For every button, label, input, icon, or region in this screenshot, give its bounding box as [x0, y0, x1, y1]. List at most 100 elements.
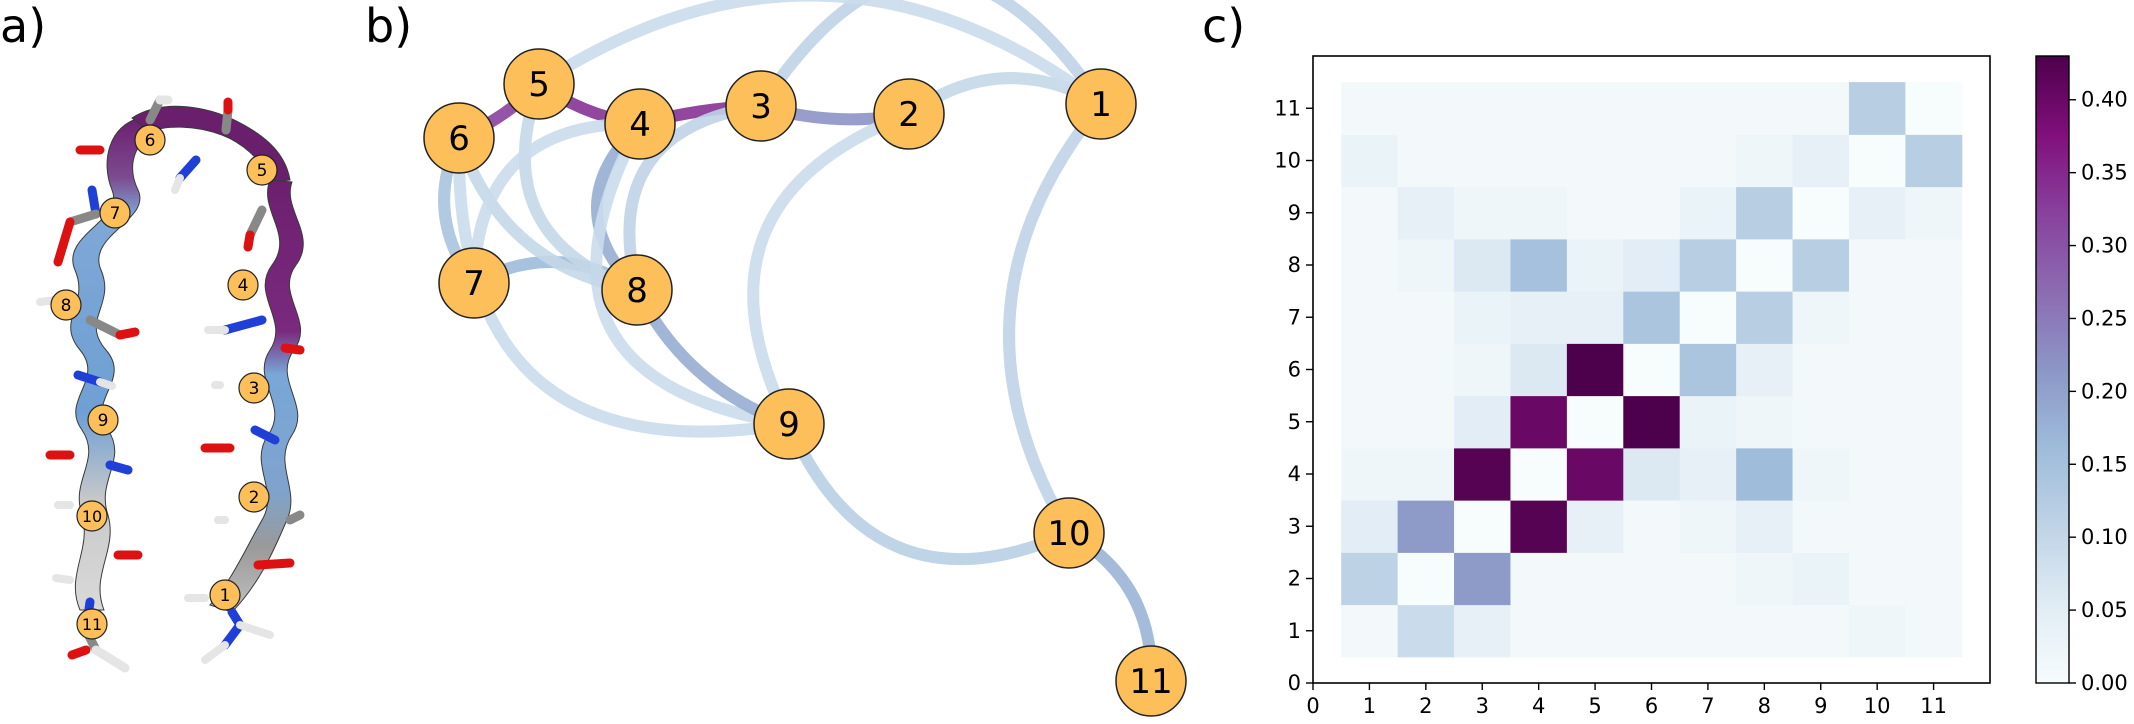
residue-badge: 4 [227, 269, 259, 301]
heatmap-cell-6-11 [1905, 343, 1963, 397]
heatmap-cell-2-2 [1397, 552, 1455, 606]
heatmap-cell-9-4 [1510, 186, 1568, 240]
network-node-label: 6 [448, 119, 470, 159]
network-node-5: 5 [503, 48, 575, 120]
residue-badges: 6 5 7 4 8 3 9 [50, 124, 278, 640]
y-tick-label: 0 [1288, 671, 1301, 695]
heatmap-cell-3-5 [1566, 500, 1624, 553]
heatmap-cell-5-2 [1397, 395, 1455, 449]
network-edge-2-9 [747, 108, 915, 430]
heatmap-cell-1-11 [1905, 604, 1963, 658]
heatmap-cell-11-8 [1736, 82, 1794, 135]
heatmap-cell-5-8 [1736, 395, 1794, 449]
network-node-9: 9 [753, 388, 825, 460]
network-node-label: 8 [626, 271, 648, 311]
x-tick-label: 3 [1476, 694, 1489, 718]
heatmap-cell-1-8 [1736, 604, 1794, 658]
heatmap-cell-11-11 [1905, 82, 1963, 135]
network-edge-5-1 [533, 0, 1107, 110]
colorbar-tick-label: 0.40 [2081, 88, 2128, 112]
heatmap-cell-7-8 [1736, 291, 1794, 344]
network-node-10: 10 [1033, 497, 1105, 569]
residue-badge: 3 [238, 372, 270, 404]
heatmap-cell-10-7 [1679, 134, 1737, 188]
heatmap-cell-9-5 [1566, 186, 1624, 240]
heatmap-cell-6-2 [1397, 343, 1455, 397]
network-node-label: 11 [1129, 662, 1172, 702]
residue-badge: 6 [134, 124, 166, 156]
residue-badge: 1 [209, 579, 241, 611]
network-edge-6-9 [452, 132, 795, 438]
residue-badge-label: 8 [61, 296, 72, 316]
contact-network-graph: 1 2 3 4 5 6 7 8 9 10 11 [423, 0, 1187, 717]
colorbar-tick-label: 0.25 [2081, 306, 2128, 330]
heatmap-cell-2-4 [1510, 552, 1568, 606]
heatmap-cell-1-9 [1792, 604, 1850, 658]
heatmap-cell-7-4 [1510, 291, 1568, 344]
heatmap-cell-2-11 [1905, 552, 1963, 606]
heatmap-cell-2-3 [1454, 552, 1511, 606]
panel-label-a: a) [0, 0, 46, 53]
heatmap-cell-3-8 [1736, 500, 1794, 553]
heatmap-cell-9-7 [1679, 186, 1737, 240]
heatmap-cell-8-9 [1792, 238, 1850, 292]
network-edge-4-9 [590, 118, 795, 430]
residue-badge-label: 3 [249, 379, 260, 399]
heatmap-cell-7-1 [1341, 291, 1399, 344]
x-tick-label: 4 [1532, 694, 1545, 718]
residue-badge-label: 9 [98, 411, 109, 431]
heatmap-cell-7-6 [1623, 291, 1681, 344]
colorbar-tick-label: 0.10 [2081, 525, 2128, 549]
heatmap-cell-10-2 [1397, 134, 1455, 188]
heatmap-cell-2-9 [1792, 552, 1850, 606]
network-node-circle [601, 254, 673, 326]
residue-badge-label: 2 [249, 488, 260, 508]
heatmap-cell-9-9 [1792, 186, 1850, 240]
heatmap-cell-5-4 [1510, 395, 1568, 449]
heatmap-cell-4-10 [1848, 447, 1906, 501]
residue-badge-label: 7 [110, 204, 121, 224]
heatmap-cell-6-6 [1623, 343, 1681, 397]
y-tick-label: 11 [1274, 96, 1301, 120]
heatmap-cell-1-5 [1566, 604, 1624, 658]
heatmap-cell-2-1 [1341, 552, 1399, 606]
heatmap-cell-4-9 [1792, 447, 1850, 501]
heatmap-cell-5-3 [1454, 395, 1511, 449]
heatmap-cell-10-4 [1510, 134, 1568, 188]
heatmap-cell-8-1 [1341, 238, 1399, 292]
heatmap-cell-8-8 [1736, 238, 1794, 292]
heatmap-cell-4-11 [1905, 447, 1963, 501]
heatmap-cell-9-11 [1905, 186, 1963, 240]
heatmap-cell-9-8 [1736, 186, 1794, 240]
heatmap-cell-11-1 [1341, 82, 1399, 135]
colorbar [2035, 55, 2070, 684]
residue-badge: 7 [99, 197, 131, 229]
residue-badge-label: 1 [220, 586, 231, 606]
heatmap-cell-10-1 [1341, 134, 1399, 188]
x-tick-label: 5 [1588, 694, 1601, 718]
x-tick-label: 11 [1920, 694, 1947, 718]
heatmap-cell-9-2 [1397, 186, 1455, 240]
heatmap-cell-6-1 [1341, 343, 1399, 397]
x-tick-label: 2 [1419, 694, 1432, 718]
colorbar-tick-label: 0.35 [2081, 161, 2128, 185]
colorbar-tick-label: 0.20 [2081, 379, 2128, 403]
network-edge-3-8 [623, 100, 767, 296]
backbone-ribbon-top [131, 105, 291, 183]
network-node-circle [753, 388, 825, 460]
network-edge-7-4 [468, 117, 646, 289]
residue-badge: 11 [76, 608, 108, 640]
heatmap-cell-7-3 [1454, 291, 1511, 344]
colorbar-tick-label: 0.05 [2081, 598, 2128, 622]
heatmap-cell-10-9 [1792, 134, 1850, 188]
heatmap-cell-6-8 [1736, 343, 1794, 397]
heatmap-cell-8-2 [1397, 238, 1455, 292]
x-tick-label: 10 [1864, 694, 1891, 718]
network-node-6: 6 [423, 102, 495, 174]
heatmap-cell-6-9 [1792, 343, 1850, 397]
heatmap-cell-2-7 [1679, 552, 1737, 606]
heatmap-cell-2-8 [1736, 552, 1794, 606]
x-tick-label: 6 [1645, 694, 1658, 718]
heatmap-cell-3-1 [1341, 500, 1399, 553]
